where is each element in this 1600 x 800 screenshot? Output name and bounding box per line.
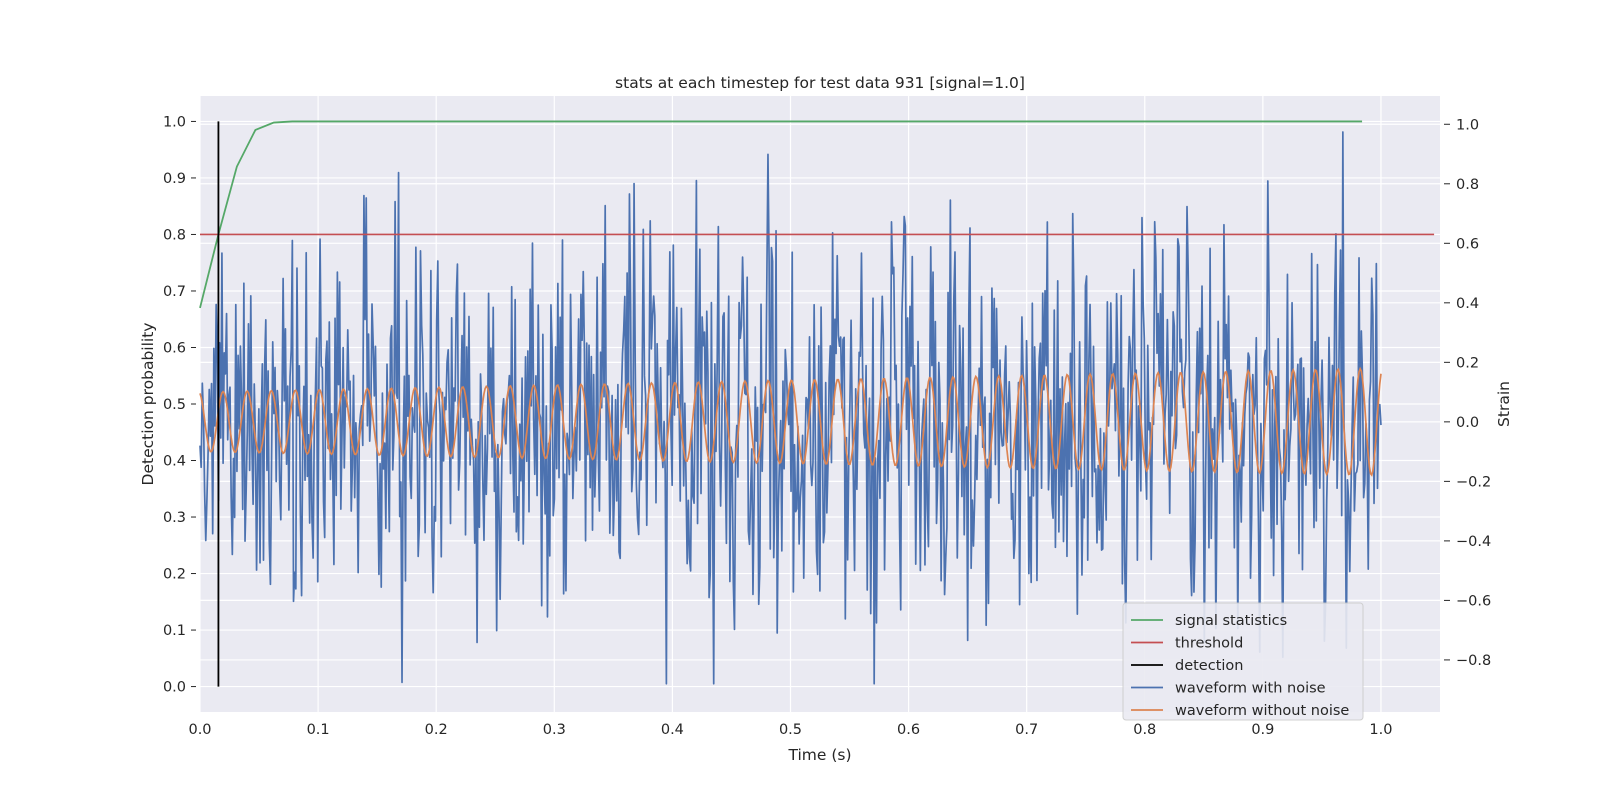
signal-statistics-line — [199, 120, 1363, 309]
x-tick-label: 0.7 — [1015, 722, 1038, 738]
y-tick-label-right: −0.8 — [1456, 653, 1491, 669]
chart-title: stats at each timestep for test data 931… — [615, 74, 1025, 92]
waveform-without-noise-line — [199, 366, 1382, 477]
ticks: 0.0 0.1 0.2 0.3 0.4 0.5 0.6 0.7 0.8 0.9 1.0 0.0 0.1 0… — [163, 114, 1491, 738]
x-tick-label: 0.1 — [307, 722, 330, 738]
y-tick-label-left: 0.4 — [163, 454, 186, 470]
y-tick-label-left: 0.3 — [163, 510, 186, 526]
y-tick-label-left: 0.1 — [163, 623, 186, 639]
x-tick-label: 1.0 — [1369, 722, 1392, 738]
y-tick-label-left: 0.0 — [163, 680, 186, 696]
y-tick-label-right: −0.4 — [1456, 534, 1491, 550]
x-tick-label: 0.6 — [897, 722, 920, 738]
x-tick-label: 0.8 — [1133, 722, 1156, 738]
y-tick-label-right: 0.0 — [1456, 415, 1479, 431]
y-tick-label-left: 0.2 — [163, 567, 186, 583]
x-tick-label: 0.0 — [188, 722, 211, 738]
x-tick-label: 0.9 — [1251, 722, 1274, 738]
y-tick-label-left: 1.0 — [163, 114, 186, 130]
y-tick-label-left: 0.8 — [163, 227, 186, 243]
legend-label: detection — [1175, 658, 1243, 674]
series-layer — [199, 120, 1435, 687]
y-tick-label-left: 0.9 — [163, 171, 186, 187]
legend: signal statistics threshold detection wavef… — [1122, 602, 1364, 721]
x-axis-label: Time (s) — [787, 746, 851, 764]
y-tick-label-left: 0.5 — [163, 397, 186, 413]
x-tick-label: 0.5 — [779, 722, 802, 738]
y-tick-label-right: 0.6 — [1456, 236, 1479, 252]
legend-label: threshold — [1175, 636, 1243, 652]
legend-label: waveform without noise — [1175, 703, 1349, 719]
legend-label: signal statistics — [1175, 613, 1287, 629]
x-tick-label: 0.4 — [661, 722, 684, 738]
y-tick-label-right: 1.0 — [1456, 117, 1479, 133]
y-tick-label-right: −0.2 — [1456, 474, 1491, 490]
y-tick-label-left: 0.6 — [163, 340, 186, 356]
y-axis-label-right: Strain — [1495, 381, 1513, 427]
y-axis-label-left: Detection probability — [139, 323, 157, 486]
y-tick-label-left: 0.7 — [163, 284, 186, 300]
y-tick-label-right: 0.4 — [1456, 296, 1479, 312]
legend-label: waveform with noise — [1175, 681, 1326, 697]
y-tick-label-right: 0.2 — [1456, 355, 1479, 371]
legend-box — [1122, 602, 1364, 721]
x-tick-label: 0.2 — [425, 722, 448, 738]
x-tick-label: 0.3 — [543, 722, 566, 738]
y-tick-label-right: −0.6 — [1456, 593, 1491, 609]
y-tick-label-right: 0.8 — [1456, 177, 1479, 193]
